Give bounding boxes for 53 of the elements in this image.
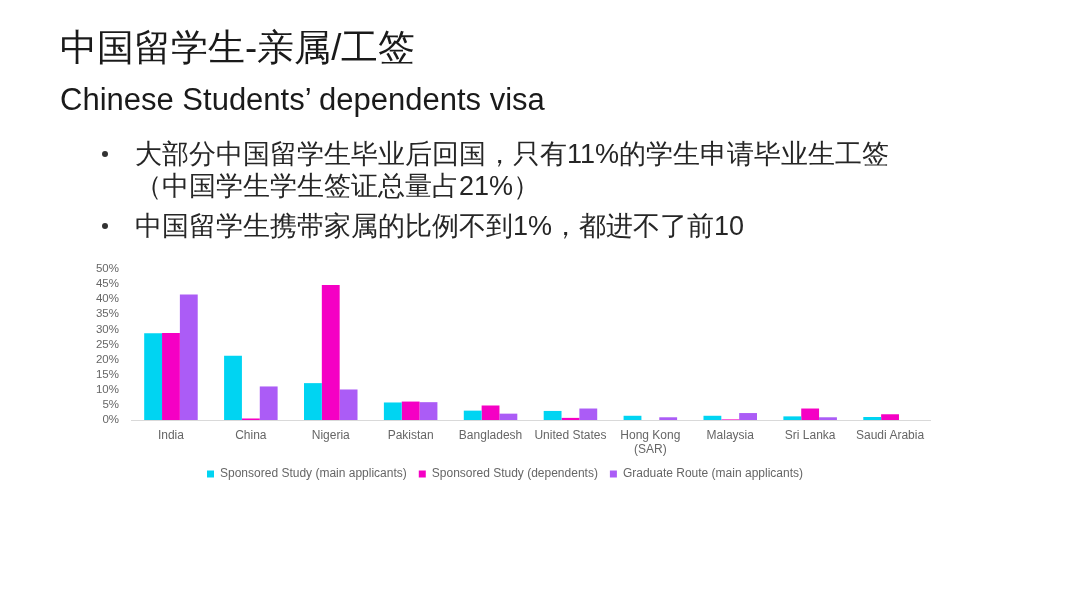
bar: [463, 410, 482, 420]
bar: [401, 401, 420, 420]
bar: [162, 332, 180, 420]
bar: [801, 408, 820, 420]
x-tick-label: Bangladesh: [458, 427, 523, 442]
legend-label: Graduate Route (main applicants): [622, 466, 803, 481]
x-tick-label: Hong Kong (SAR): [620, 427, 681, 456]
bar: [623, 415, 642, 420]
bar: [659, 417, 678, 420]
bar: [303, 383, 322, 420]
bar: [481, 405, 500, 420]
y-tick-label: 25%: [95, 337, 119, 350]
y-tick-label: 15%: [95, 367, 119, 380]
bar: [543, 410, 562, 420]
y-tick-label: 10%: [95, 382, 119, 395]
x-tick-label: China: [235, 427, 267, 442]
chart-title: 中国留学生-亲属/工签: [60, 26, 416, 70]
bar: [419, 402, 438, 420]
y-tick-label: 0%: [102, 413, 119, 426]
y-tick-label: 20%: [95, 352, 119, 365]
legend-label: Sponsored Study (dependents): [431, 466, 598, 481]
bar: [383, 402, 402, 420]
bar: [179, 294, 198, 420]
y-tick-label: 40%: [95, 292, 119, 305]
x-tick-label: Saudi Arabia: [856, 427, 925, 442]
x-tick-label: Malaysia: [706, 427, 755, 442]
bar: [339, 389, 358, 420]
x-tick-label: India: [157, 427, 185, 442]
bar: [321, 284, 340, 420]
y-tick-label: 45%: [95, 277, 119, 290]
x-tick-label: United States: [534, 427, 607, 442]
bar: [499, 413, 518, 420]
x-tick-label: Nigeria: [311, 427, 351, 442]
bar: [819, 417, 837, 420]
bar: [579, 408, 598, 420]
y-tick-label: 5%: [102, 398, 119, 411]
bar: [863, 416, 882, 420]
bar: [259, 386, 278, 420]
chart-subtitle: Chinese Students’ dependents visa: [60, 81, 545, 119]
bar: [703, 415, 722, 420]
legend-label: Sponsored Study (main applicants): [220, 466, 407, 481]
text: 大部分中国留学生毕业后回国，只有11%的学生申请毕业生工签（中国学生学生签证总量占21%）: [135, 138, 891, 202]
y-tick-label: 50%: [95, 262, 119, 275]
bar: [739, 413, 758, 420]
bar: [783, 416, 802, 420]
x-tick-label: Sri Lanka: [784, 427, 836, 442]
x-tick-label: Pakistan: [387, 427, 434, 442]
bar: [144, 333, 163, 420]
bar: [881, 414, 899, 420]
bar: [224, 355, 242, 420]
text: 中国留学生携带家属的比例不到1%，都进不了前10: [135, 210, 746, 242]
y-tick-label: 30%: [95, 322, 119, 335]
y-tick-label: 35%: [95, 307, 119, 320]
